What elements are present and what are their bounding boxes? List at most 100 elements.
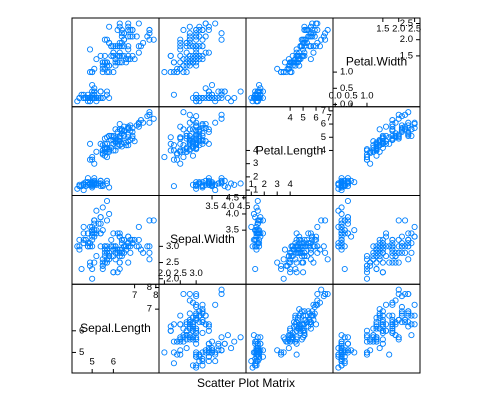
point	[231, 181, 238, 188]
point	[373, 325, 380, 332]
point	[382, 230, 390, 237]
point	[199, 358, 206, 365]
point	[193, 30, 200, 37]
tick-label: 2.0	[158, 268, 171, 279]
point	[150, 217, 157, 224]
point	[189, 43, 197, 50]
point	[103, 259, 111, 266]
point	[322, 290, 329, 298]
point	[376, 246, 383, 253]
point	[379, 336, 386, 343]
point	[392, 249, 399, 256]
point	[392, 253, 399, 260]
point	[395, 249, 402, 256]
point	[398, 249, 405, 256]
point	[170, 156, 177, 163]
point	[363, 262, 371, 269]
point	[186, 319, 193, 326]
point	[379, 132, 386, 139]
point	[402, 290, 409, 298]
point	[193, 316, 200, 324]
point	[167, 52, 174, 59]
point	[177, 334, 184, 341]
point	[254, 207, 261, 214]
point	[106, 23, 113, 30]
point	[193, 327, 200, 334]
tick-label: 4.5	[237, 201, 250, 212]
point	[114, 128, 121, 136]
point	[338, 227, 345, 234]
point	[376, 325, 383, 332]
point	[252, 227, 259, 234]
point	[411, 124, 418, 132]
point	[208, 349, 216, 356]
point	[297, 249, 304, 256]
point	[177, 52, 184, 59]
point	[86, 140, 94, 147]
point	[193, 334, 200, 341]
point	[112, 43, 119, 50]
point	[322, 217, 329, 224]
point	[293, 246, 300, 253]
point	[180, 126, 187, 133]
point	[351, 349, 358, 356]
point	[193, 179, 200, 186]
point	[196, 353, 203, 360]
tick-label: 1.0	[360, 90, 373, 101]
point	[373, 338, 380, 345]
point	[259, 217, 267, 224]
point	[112, 256, 119, 263]
point	[252, 265, 259, 273]
point	[252, 338, 259, 345]
point	[108, 243, 115, 250]
point	[99, 227, 106, 234]
point	[314, 290, 321, 298]
point	[202, 49, 209, 56]
point	[405, 131, 412, 138]
point	[125, 43, 132, 50]
tick-label: 8	[147, 282, 152, 293]
point	[116, 249, 123, 256]
point	[116, 265, 123, 273]
point	[80, 94, 87, 102]
point	[180, 26, 187, 34]
point	[135, 123, 142, 130]
point	[186, 62, 193, 69]
point	[253, 349, 260, 356]
point	[186, 59, 193, 66]
point	[307, 249, 314, 256]
point	[80, 223, 87, 230]
point	[405, 122, 412, 129]
point	[103, 146, 111, 153]
point	[386, 140, 393, 147]
point	[177, 46, 184, 53]
point	[348, 233, 355, 240]
point	[177, 321, 184, 328]
point	[199, 319, 206, 326]
point	[305, 230, 312, 237]
point	[253, 353, 260, 360]
variable-name: Sepal.Width	[170, 232, 235, 246]
point	[199, 136, 206, 143]
point	[395, 111, 402, 118]
point	[199, 181, 206, 188]
variable-name: Petal.Width	[346, 55, 407, 69]
tick-label: 3	[275, 179, 280, 190]
point	[125, 233, 132, 240]
point	[338, 220, 345, 227]
point	[193, 113, 200, 120]
point	[101, 52, 108, 59]
point	[310, 43, 317, 50]
point	[379, 240, 386, 247]
point	[312, 43, 320, 50]
point	[318, 217, 325, 224]
point	[395, 336, 402, 343]
point	[199, 329, 206, 337]
point	[125, 52, 132, 59]
point	[186, 323, 193, 330]
point	[180, 69, 187, 76]
point	[307, 240, 314, 247]
point	[193, 325, 200, 332]
point	[177, 39, 184, 46]
point	[370, 253, 377, 260]
